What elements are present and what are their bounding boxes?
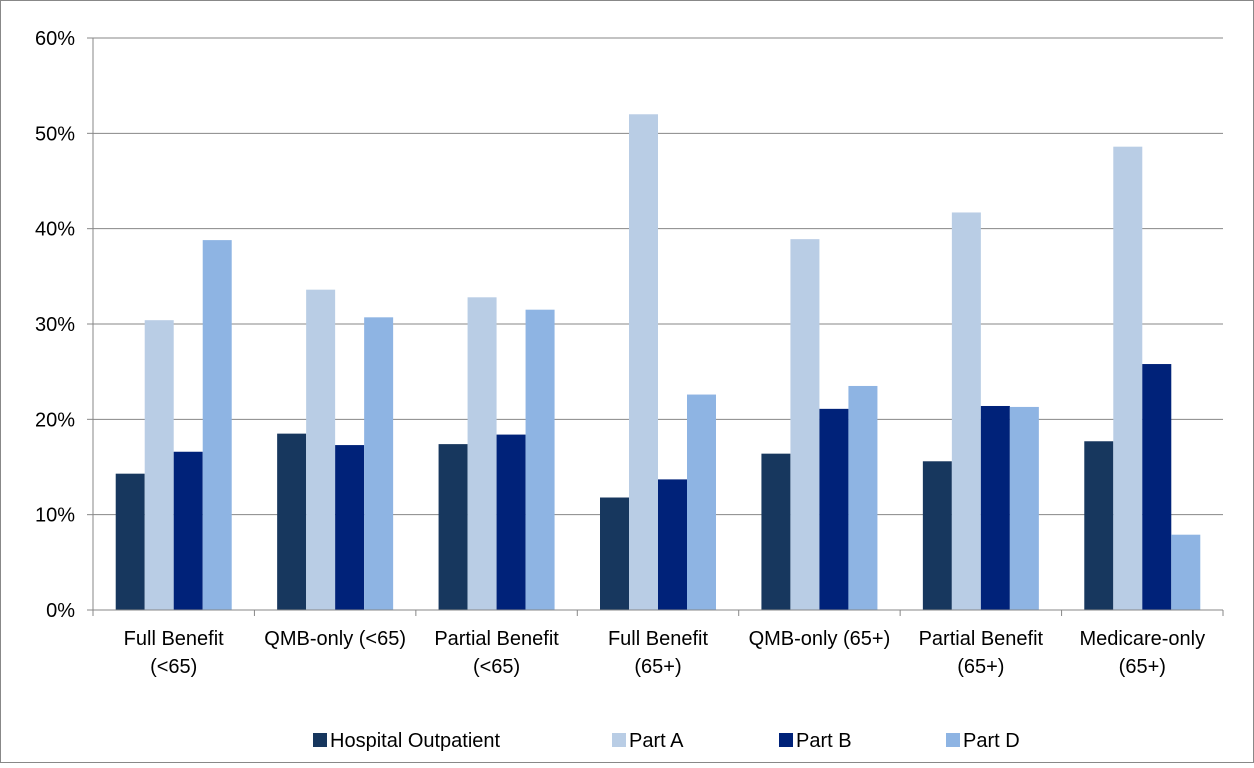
axes — [92, 38, 1224, 616]
bar-part-b-1 — [335, 445, 365, 610]
bar-hospital-outpatient-2 — [438, 444, 468, 610]
x-tick-label-line: Full Benefit — [608, 628, 708, 650]
x-tick-label-5: Partial Benefit (65+) — [919, 628, 1044, 678]
bar-part-a-5 — [951, 212, 981, 610]
bar-part-d-4 — [848, 385, 878, 610]
legend-label-hospital-outpatient: Hospital Outpatient — [330, 730, 501, 752]
legend-swatch-part-d — [946, 733, 960, 747]
bar-part-b-5 — [980, 405, 1010, 610]
x-tick-label-1: QMB-only (<65) — [264, 628, 406, 650]
x-tick-label-6: Medicare-only (65+) — [1079, 628, 1205, 678]
bar-part-d-3 — [687, 394, 716, 610]
x-tick-label-line: (65+) — [957, 656, 1004, 678]
bar-part-b-2 — [496, 434, 526, 610]
bar-hospital-outpatient-4 — [761, 453, 791, 610]
y-tick-labels: 0% 10% 20% 30% 40% 50% 60% — [35, 28, 75, 622]
x-tick-label-line: (65+) — [634, 656, 681, 678]
bar-part-a-0 — [144, 320, 174, 610]
legend-swatch-part-b — [779, 733, 793, 747]
x-tick-label-line: Partial Benefit — [919, 628, 1044, 650]
x-tick-label-line: Partial Benefit — [434, 628, 559, 650]
x-tick-label-line: (65+) — [1119, 656, 1166, 678]
bar-part-d-2 — [525, 309, 555, 610]
bar-part-a-1 — [306, 289, 336, 610]
bar-part-d-5 — [1009, 406, 1039, 610]
y-tick-label-2: 20% — [35, 409, 75, 431]
x-tick-label-2: Partial Benefit (<65) — [434, 628, 559, 678]
x-tick-label-3: Full Benefit (65+) — [608, 628, 708, 678]
legend-label-part-b: Part B — [796, 730, 852, 752]
bar-part-d-6 — [1171, 534, 1201, 610]
bar-part-a-3 — [629, 114, 658, 611]
x-tick-label-line: (<65) — [150, 656, 197, 678]
x-tick-label-line: QMB-only (65+) — [749, 628, 891, 650]
y-tick-label-0: 0% — [46, 600, 75, 622]
legend-label-part-a: Part A — [629, 730, 684, 752]
x-tick-label-line: (<65) — [473, 656, 520, 678]
x-tick-label-line: Medicare-only — [1079, 628, 1205, 650]
bar-hospital-outpatient-3 — [600, 497, 629, 610]
bar-part-b-0 — [173, 451, 203, 610]
bar-hospital-outpatient-5 — [922, 461, 952, 610]
x-tick-labels: Full Benefit (<65) QMB-only (<65) Partial B… — [124, 628, 1205, 678]
x-tick-label-line: Full Benefit — [124, 628, 224, 650]
y-tick-label-5: 50% — [35, 123, 75, 145]
x-tick-label-4: QMB-only (65+) — [749, 628, 891, 650]
y-tick-label-4: 40% — [35, 219, 75, 241]
bar-part-a-6 — [1113, 146, 1143, 610]
bars — [115, 114, 1201, 611]
y-tick-label-6: 60% — [35, 28, 75, 50]
bar-part-b-6 — [1142, 364, 1172, 610]
legend-swatch-hospital-outpatient — [313, 733, 327, 747]
x-tick-label-0: Full Benefit (<65) — [124, 628, 224, 678]
bar-part-a-2 — [467, 297, 497, 610]
bar-hospital-outpatient-6 — [1084, 441, 1114, 610]
y-tick-label-1: 10% — [35, 505, 75, 527]
legend-swatch-part-a — [612, 733, 626, 747]
y-tick-label-3: 30% — [35, 314, 75, 336]
bar-part-d-0 — [202, 240, 232, 610]
bar-part-d-1 — [364, 317, 394, 610]
x-tick-label-line: QMB-only (<65) — [264, 628, 406, 650]
bar-hospital-outpatient-1 — [277, 433, 307, 610]
bar-part-b-3 — [658, 479, 687, 610]
bar-part-b-4 — [819, 408, 849, 610]
legend-label-part-d: Part D — [963, 730, 1020, 752]
bar-part-a-4 — [790, 239, 820, 611]
bar-hospital-outpatient-0 — [115, 473, 145, 610]
legend: Hospital Outpatient Part A Part B Part D — [313, 730, 1020, 752]
